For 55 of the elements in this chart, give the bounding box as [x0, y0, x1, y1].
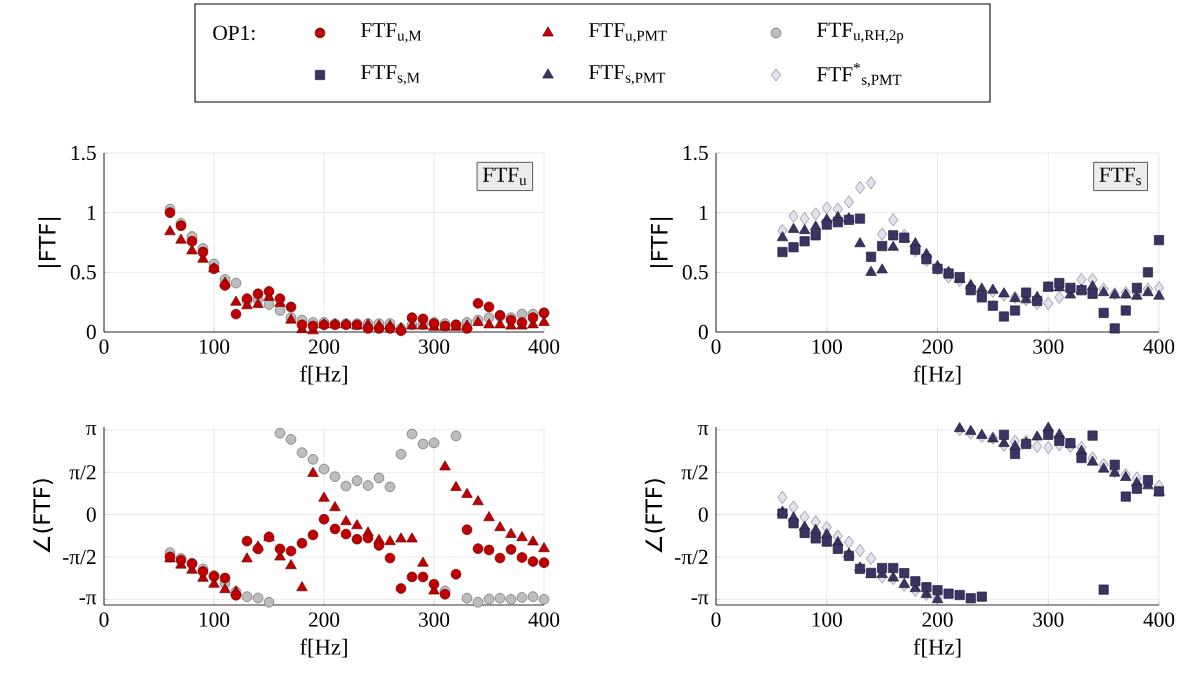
y-tick-label: π/2 [69, 465, 96, 480]
x-tick-label: 400 [1143, 612, 1175, 627]
x-tick-label: 200 [308, 339, 340, 354]
x-tick-label: 100 [812, 339, 842, 354]
x-tick-label: 400 [528, 339, 560, 354]
x-tick-label: 0 [711, 339, 721, 354]
x-tick-label: 200 [922, 612, 953, 627]
legend-label: FTF$^{*}$s,PMT [817, 63, 902, 87]
annotation: FTF$_{s}$ [1099, 167, 1141, 186]
x-tick-label: 0 [99, 612, 109, 627]
y-tick-label: 1 [699, 205, 708, 220]
legend-label: FTF$_{u,PMT}$ [588, 23, 667, 43]
y-tick-label: 0.5 [682, 265, 708, 280]
x-axis-title: f[Hz] [913, 638, 961, 658]
y-tick-label: 1.5 [71, 145, 96, 161]
x-axis-title: f[Hz] [300, 638, 347, 658]
x-axis-title: f[Hz] [913, 365, 961, 385]
x-tick-label: 100 [199, 339, 230, 354]
y-tick-label: -π/2 [674, 549, 708, 565]
x-axis-title: f[Hz] [300, 365, 347, 385]
legend-title: OP1: [213, 25, 255, 41]
legend-label: FTF$_{u,M}$ [360, 23, 422, 43]
x-tick-label: 0 [711, 612, 721, 627]
x-tick-label: 100 [812, 612, 842, 627]
y-tick-label: -π/2 [62, 549, 96, 565]
y-tick-label: π [698, 424, 709, 435]
x-tick-label: 300 [419, 612, 450, 627]
y-axis-title: ∠(FTF) [32, 479, 53, 553]
legend-label: FTF$_{s,M}$ [360, 65, 420, 85]
y-tick-label: π/2 [681, 465, 708, 480]
y-tick-label: 0 [86, 324, 96, 340]
y-tick-label: 0 [698, 324, 708, 340]
y-tick-label: 1.5 [683, 145, 708, 161]
x-tick-label: 200 [922, 339, 953, 354]
x-tick-label: 300 [1033, 612, 1064, 627]
legend-label: FTF$_{s,PMT}$ [588, 65, 666, 85]
y-axis-title: ∠(FTF) [644, 479, 666, 553]
y-tick-label: -π [79, 594, 97, 605]
x-tick-label: 200 [308, 612, 340, 627]
x-tick-label: 400 [528, 612, 560, 627]
y-tick-label: π [86, 424, 97, 435]
y-tick-label: -π [691, 594, 709, 605]
x-tick-label: 300 [419, 339, 450, 354]
y-axis-title: |FTF| [650, 217, 673, 268]
annotation: FTF$_{u}$ [482, 167, 527, 186]
x-tick-label: 400 [1143, 339, 1175, 354]
y-tick-label: 0.5 [70, 265, 96, 280]
y-axis-title: |FTF| [38, 217, 61, 268]
y-tick-label: 1 [87, 205, 96, 220]
y-tick-label: 0 [698, 507, 708, 522]
x-tick-label: 100 [199, 612, 230, 627]
legend-label: FTF$_{u,RH,2p}$ [817, 22, 904, 44]
y-tick-label: 0 [86, 507, 96, 522]
x-tick-label: 0 [99, 339, 109, 354]
x-tick-label: 300 [1033, 339, 1064, 354]
